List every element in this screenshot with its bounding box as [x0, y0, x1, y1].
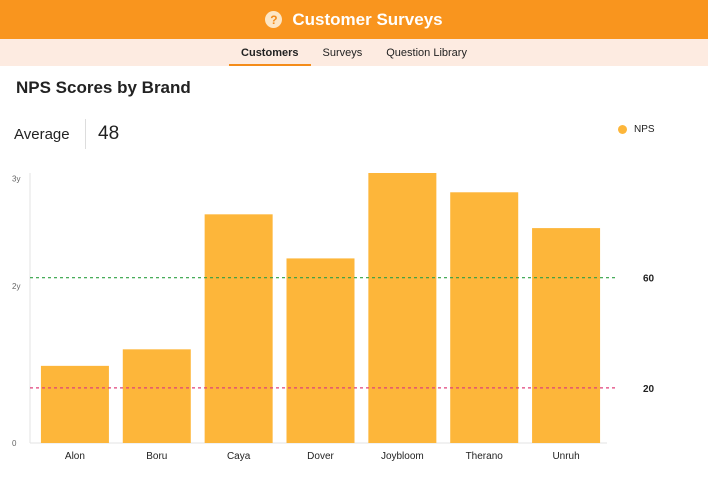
y-tick-label: 0 — [12, 439, 17, 448]
reference-line-label: 60 — [643, 274, 655, 285]
bar — [40, 365, 109, 443]
average-label: Average — [14, 126, 70, 143]
legend-label: NPS — [634, 124, 655, 135]
x-tick-label: Unruh — [552, 451, 579, 462]
tab-surveys[interactable]: Surveys — [322, 46, 363, 59]
bar — [532, 228, 601, 443]
y-tick-label: 2y — [12, 282, 20, 291]
x-tick-label: Alon — [65, 451, 85, 462]
x-tick-label: Therano — [466, 451, 504, 462]
bar — [368, 173, 437, 443]
bar — [286, 258, 355, 443]
average-value: 48 — [98, 123, 120, 144]
average-divider — [85, 119, 86, 149]
chart-legend[interactable]: NPS — [618, 124, 655, 135]
app-title: Customer Surveys — [292, 9, 443, 29]
x-tick-label: Boru — [146, 451, 167, 462]
tab-bar: Customers Surveys Question Library — [0, 39, 708, 66]
legend-swatch — [618, 125, 627, 134]
bar — [122, 349, 191, 443]
tab-question-library[interactable]: Question Library — [386, 46, 467, 59]
x-tick-label: Caya — [227, 451, 251, 462]
reference-line-label: 20 — [643, 384, 655, 395]
bar — [204, 214, 273, 443]
nps-bar-chart: 0 2y 3y Alon Boru Caya Dover Joybloom Therano Unr… — [12, 173, 655, 462]
x-tick-label: Dover — [307, 451, 334, 462]
app-header: ? Customer Surveys — [0, 0, 708, 39]
bar — [450, 192, 519, 443]
x-tick-label: Joybloom — [381, 451, 424, 462]
tab-customers[interactable]: Customers — [229, 39, 311, 66]
y-tick-label: 3y — [12, 175, 20, 184]
page-title: NPS Scores by Brand — [16, 78, 191, 97]
help-icon[interactable]: ? — [265, 11, 283, 28]
